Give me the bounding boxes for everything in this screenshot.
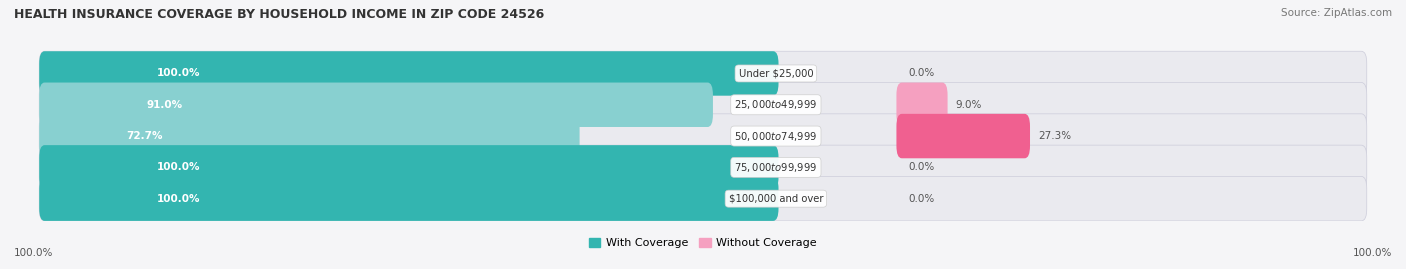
Text: 0.0%: 0.0% — [908, 69, 935, 79]
Text: 100.0%: 100.0% — [14, 248, 53, 258]
Text: 0.0%: 0.0% — [908, 162, 935, 172]
Text: 100.0%: 100.0% — [156, 162, 200, 172]
Text: 100.0%: 100.0% — [156, 69, 200, 79]
Text: $25,000 to $49,999: $25,000 to $49,999 — [734, 98, 817, 111]
Text: 100.0%: 100.0% — [156, 194, 200, 204]
FancyBboxPatch shape — [39, 145, 1367, 190]
FancyBboxPatch shape — [897, 114, 1031, 158]
FancyBboxPatch shape — [39, 51, 1367, 96]
FancyBboxPatch shape — [39, 145, 779, 190]
FancyBboxPatch shape — [39, 83, 713, 127]
Text: 9.0%: 9.0% — [956, 100, 981, 110]
Text: 27.3%: 27.3% — [1038, 131, 1071, 141]
FancyBboxPatch shape — [39, 176, 1367, 221]
Text: Under $25,000: Under $25,000 — [738, 69, 813, 79]
FancyBboxPatch shape — [39, 83, 1367, 127]
FancyBboxPatch shape — [39, 114, 579, 158]
Text: 91.0%: 91.0% — [146, 100, 183, 110]
Text: HEALTH INSURANCE COVERAGE BY HOUSEHOLD INCOME IN ZIP CODE 24526: HEALTH INSURANCE COVERAGE BY HOUSEHOLD I… — [14, 8, 544, 21]
FancyBboxPatch shape — [39, 176, 779, 221]
Legend: With Coverage, Without Coverage: With Coverage, Without Coverage — [585, 233, 821, 253]
FancyBboxPatch shape — [39, 51, 779, 96]
Text: $100,000 and over: $100,000 and over — [728, 194, 823, 204]
FancyBboxPatch shape — [39, 114, 1367, 158]
Text: Source: ZipAtlas.com: Source: ZipAtlas.com — [1281, 8, 1392, 18]
Text: $50,000 to $74,999: $50,000 to $74,999 — [734, 130, 817, 143]
Text: 0.0%: 0.0% — [908, 194, 935, 204]
Text: 100.0%: 100.0% — [1353, 248, 1392, 258]
Text: $75,000 to $99,999: $75,000 to $99,999 — [734, 161, 817, 174]
FancyBboxPatch shape — [897, 83, 948, 127]
Text: 72.7%: 72.7% — [127, 131, 163, 141]
